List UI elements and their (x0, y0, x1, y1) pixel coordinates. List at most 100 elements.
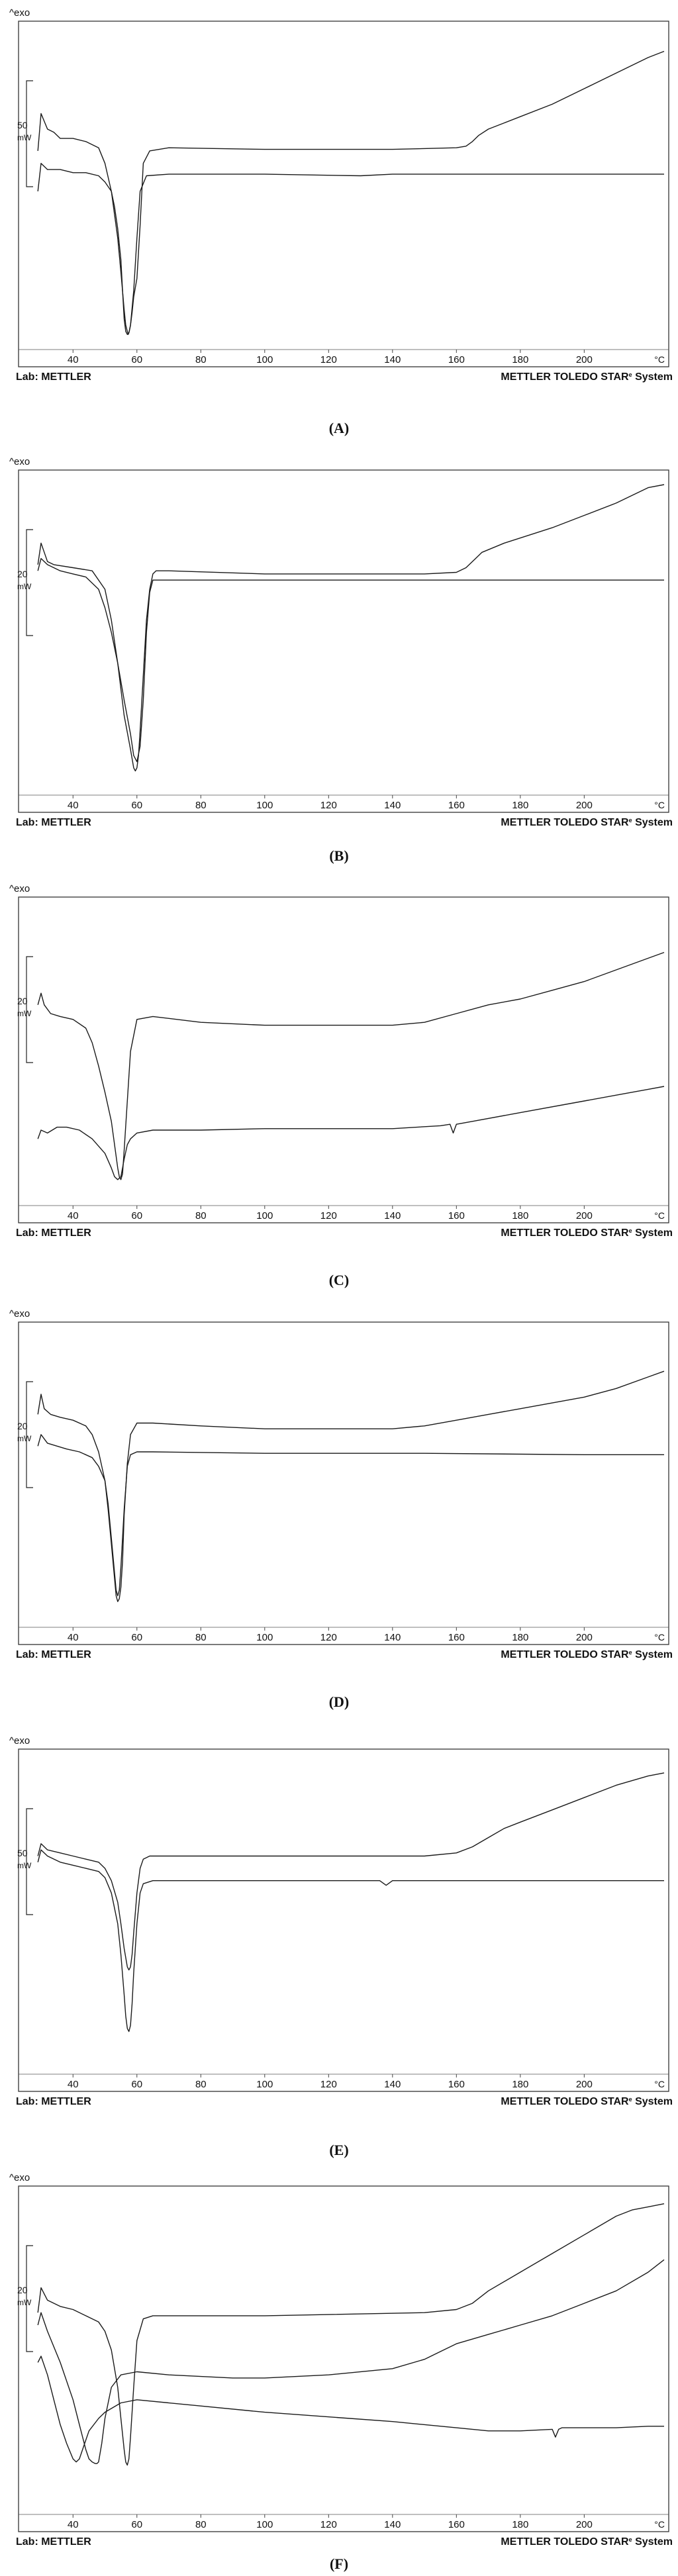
dsc-panel: ^exo 50 mW 40 60 80 100 120 140 160 180 200 °C Lab: M… (9, 1735, 673, 2158)
registered-mark: e (629, 371, 632, 378)
panel-caption: (F) (330, 2555, 348, 2572)
x-unit-label: °C (654, 1632, 665, 1643)
x-tick-label: 40 (68, 2079, 79, 2090)
scale-bar (26, 529, 33, 636)
x-tick-label: 60 (131, 800, 142, 811)
x-tick-label: 80 (195, 2519, 207, 2530)
dsc-curve (37, 484, 665, 772)
scale-bar-unit: mW (17, 133, 32, 142)
scale-bar-unit: mW (17, 1861, 32, 1870)
scale-bar-unit: mW (17, 2298, 32, 2307)
system-name: METTLER TOLEDO STAR (501, 2096, 629, 2107)
x-tick-label: 100 (256, 1632, 273, 1643)
x-tick-label: 80 (195, 1210, 207, 1221)
x-tick-label: 200 (576, 354, 593, 365)
x-tick-label: 200 (576, 1632, 593, 1643)
system-suffix: System (632, 371, 673, 383)
system-name: METTLER TOLEDO STAR (501, 817, 629, 828)
x-tick-label: 120 (320, 1632, 337, 1643)
x-tick-label: 120 (320, 2519, 337, 2530)
x-tick-label: 200 (576, 2519, 593, 2530)
x-tick-label: 100 (256, 2519, 273, 2530)
plot-frame (18, 1321, 669, 1645)
x-tick-label: 60 (131, 354, 142, 365)
system-label: METTLER TOLEDO STARe System (501, 1649, 673, 1660)
x-tick-label: 60 (131, 2519, 142, 2530)
x-tick-label: 200 (576, 800, 593, 811)
scale-bar (26, 1808, 33, 1915)
x-tick-label: 80 (195, 354, 207, 365)
x-tick-label: 160 (448, 800, 465, 811)
scale-bar (26, 956, 33, 1063)
lab-label: Lab: METTLER (16, 1649, 91, 1660)
x-tick-label: 160 (448, 1210, 465, 1221)
system-suffix: System (632, 1227, 673, 1239)
x-tick-label: 80 (195, 2079, 207, 2090)
system-name: METTLER TOLEDO STAR (501, 371, 629, 383)
exo-direction-label: ^exo (9, 1735, 30, 1746)
dsc-curve (37, 2259, 665, 2464)
system-label: METTLER TOLEDO STARe System (501, 1227, 673, 1239)
dsc-curve (37, 50, 665, 335)
panel-caption: (D) (329, 1693, 350, 1710)
x-tick-label: 120 (320, 1210, 337, 1221)
x-tick-label: 180 (512, 2519, 528, 2530)
x-tick-label: 100 (256, 354, 273, 365)
system-suffix: System (632, 2536, 673, 2548)
x-tick-label: 60 (131, 1210, 142, 1221)
x-tick-label: 140 (384, 1210, 401, 1221)
system-name: METTLER TOLEDO STAR (501, 1649, 629, 1660)
system-label: METTLER TOLEDO STARe System (501, 2536, 673, 2548)
x-tick-label: 140 (384, 354, 401, 365)
plot-frame (18, 2185, 669, 2532)
dsc-curve (37, 1849, 664, 2032)
x-tick-label: 140 (384, 2519, 401, 2530)
x-unit-label: °C (654, 2079, 665, 2089)
scale-bar-unit: mW (17, 1009, 32, 1018)
panel-caption: (B) (329, 847, 348, 864)
plot-frame (18, 469, 669, 813)
x-tick-label: 180 (512, 2079, 528, 2090)
scale-bar (26, 1381, 33, 1488)
x-tick-label: 40 (68, 354, 79, 365)
system-suffix: System (632, 2096, 673, 2107)
x-tick-label: 180 (512, 800, 528, 811)
x-tick-label: 120 (320, 2079, 337, 2090)
registered-mark: e (629, 2536, 632, 2543)
panel-caption: (E) (329, 2142, 348, 2158)
scale-bar-unit: mW (17, 1434, 32, 1443)
exo-direction-label: ^exo (9, 1308, 30, 1319)
scale-bar-value: 20 (17, 1421, 28, 1431)
registered-mark: e (629, 817, 632, 824)
x-unit-label: °C (654, 2519, 665, 2530)
system-suffix: System (632, 817, 673, 828)
plot-frame (18, 21, 669, 367)
dsc-curve (37, 1086, 665, 1180)
dsc-curve (37, 951, 665, 1180)
plot-frame (18, 1748, 669, 2092)
x-tick-label: 160 (448, 2519, 465, 2530)
lab-label: Lab: METTLER (16, 1227, 91, 1239)
lab-label: Lab: METTLER (16, 817, 91, 828)
x-tick-label: 120 (320, 800, 337, 811)
dsc-panel: ^exo 20 mW 40 60 80 100 120 140 160 180 200 °C Lab: M… (9, 2172, 673, 2572)
x-tick-label: 100 (256, 800, 273, 811)
dsc-panel: ^exo 20 mW 40 60 80 100 120 140 160 180 200 °C Lab: M… (9, 1308, 673, 1710)
panel-caption: (A) (329, 420, 350, 436)
dsc-curve (37, 1772, 665, 1971)
system-label: METTLER TOLEDO STARe System (501, 817, 673, 828)
x-tick-label: 60 (131, 2079, 142, 2090)
x-tick-label: 40 (68, 800, 79, 811)
scale-bar-value: 20 (17, 996, 28, 1006)
system-suffix: System (632, 1649, 673, 1660)
system-label: METTLER TOLEDO STARe System (501, 2096, 673, 2107)
dsc-panel: ^exo 50 mW 40 60 80 100 120 140 160 180 200 °C Lab: M… (9, 7, 673, 436)
x-tick-label: 180 (512, 1632, 528, 1643)
scale-bar-value: 50 (17, 120, 28, 130)
scale-bar-unit: mW (17, 582, 32, 591)
dsc-curve (37, 557, 664, 763)
dsc-curve (37, 2203, 665, 2466)
x-tick-label: 160 (448, 1632, 465, 1643)
x-unit-label: °C (654, 354, 665, 365)
